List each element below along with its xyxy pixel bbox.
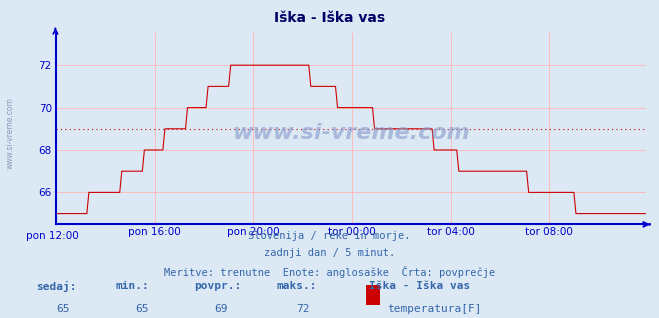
Text: maks.:: maks.: — [277, 281, 317, 291]
Text: Iška - Iška vas: Iška - Iška vas — [369, 281, 471, 291]
Text: Slovenija / reke in morje.: Slovenija / reke in morje. — [248, 231, 411, 240]
Text: Meritve: trenutne  Enote: anglosaške  Črta: povprečje: Meritve: trenutne Enote: anglosaške Črta… — [164, 266, 495, 278]
Text: 65: 65 — [135, 304, 148, 314]
Text: temperatura[F]: temperatura[F] — [387, 304, 482, 314]
Text: min.:: min.: — [115, 281, 149, 291]
Text: www.si-vreme.com: www.si-vreme.com — [5, 98, 14, 169]
Text: 69: 69 — [214, 304, 227, 314]
Text: www.si-vreme.com: www.si-vreme.com — [232, 123, 470, 142]
Text: pon 12:00: pon 12:00 — [26, 231, 78, 240]
Text: Iška - Iška vas: Iška - Iška vas — [274, 11, 385, 25]
Text: sedaj:: sedaj: — [36, 281, 76, 293]
Text: 72: 72 — [297, 304, 310, 314]
Text: 65: 65 — [56, 304, 69, 314]
Text: zadnji dan / 5 minut.: zadnji dan / 5 minut. — [264, 248, 395, 258]
Text: povpr.:: povpr.: — [194, 281, 242, 291]
